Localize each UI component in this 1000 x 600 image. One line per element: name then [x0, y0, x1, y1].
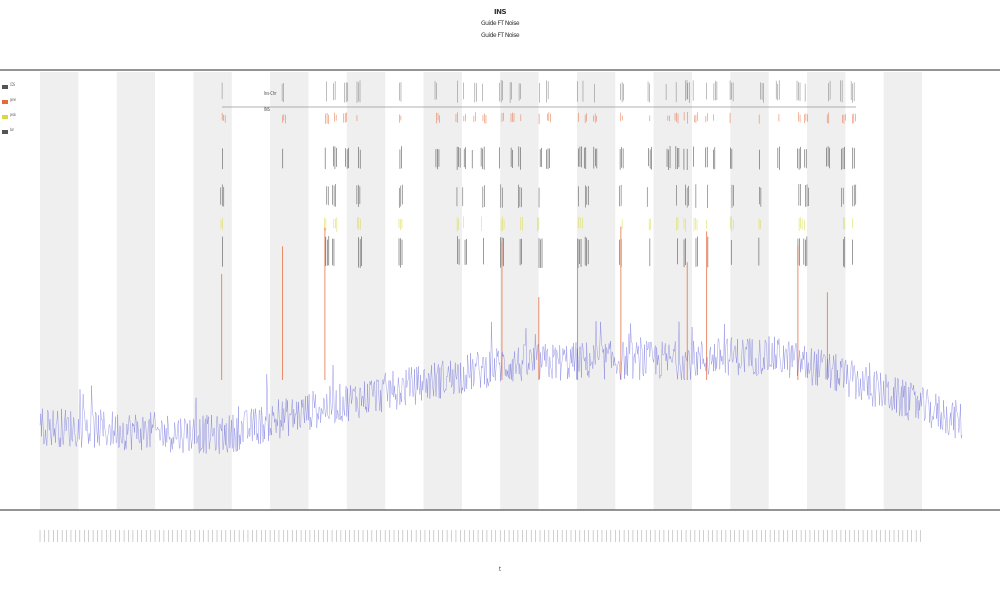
legend-label: gene — [10, 97, 16, 102]
shaded-band — [40, 72, 79, 510]
shaded-band — [423, 72, 462, 510]
shaded-band — [730, 72, 769, 510]
track-label: INS — [264, 107, 270, 113]
track-labels: Ins-Chr INS — [264, 90, 294, 114]
legend-item: gene — [2, 95, 16, 110]
legend: CDS gene peak bar — [2, 80, 16, 140]
legend-swatch — [2, 85, 8, 89]
shaded-band — [346, 72, 386, 510]
shaded-band — [807, 72, 846, 510]
legend-item: peak — [2, 110, 16, 125]
shaded-band — [116, 72, 156, 510]
legend-swatch — [2, 115, 8, 119]
legend-item: bar — [2, 125, 16, 140]
legend-label: peak — [10, 112, 16, 117]
chart-subtitle-1: Guide FT Noise — [480, 20, 520, 27]
shaded-band — [576, 72, 616, 510]
legend-swatch — [2, 100, 8, 104]
shaded-band — [270, 72, 309, 510]
legend-swatch — [2, 130, 8, 134]
legend-label: bar — [10, 127, 14, 132]
legend-item: CDS — [2, 80, 16, 95]
shaded-band — [653, 72, 692, 510]
series-line — [39, 321, 963, 454]
legend-label: CDS — [10, 82, 16, 87]
shaded-band — [883, 72, 923, 510]
chart-title-block: INS Guide FT Noise Guide FT Noise — [0, 6, 1000, 42]
x-axis-label: t — [498, 566, 502, 573]
track-label: Ins-Chr — [264, 91, 277, 97]
chart-subtitle-2: Guide FT Noise — [480, 32, 520, 39]
shaded-band — [500, 72, 539, 510]
chart-title: INS — [493, 8, 507, 16]
